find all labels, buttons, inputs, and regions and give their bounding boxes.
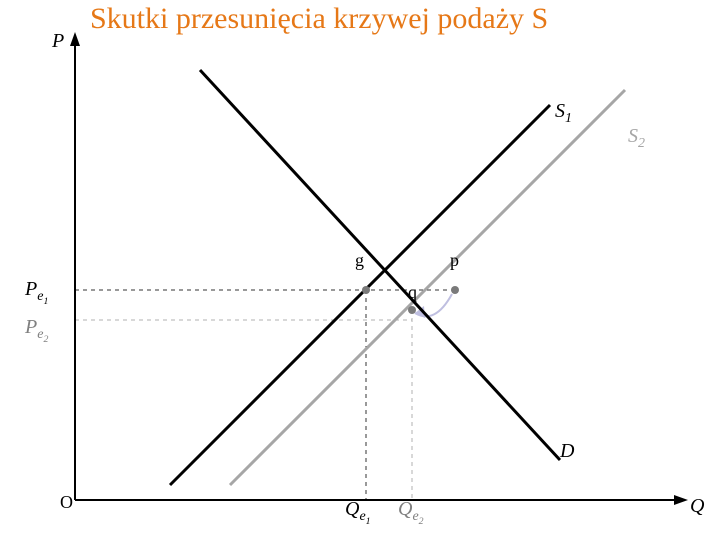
supply2-line	[230, 90, 625, 485]
qe1-sub2: 1	[366, 516, 371, 527]
qe1-pre: Q	[345, 498, 359, 520]
chart-title: Skutki przesunięcia krzywej podaży S	[90, 2, 548, 36]
pe1-pre: P	[25, 278, 37, 300]
point-g	[362, 286, 370, 294]
supply1-label-sub: 1	[565, 111, 572, 126]
qe1-label: Qe1	[345, 498, 371, 527]
qe2-pre: Q	[398, 498, 412, 520]
supply2-label: S2	[628, 125, 645, 152]
demand-label: D	[560, 440, 574, 463]
point-p	[451, 286, 459, 294]
x-axis-arrow	[674, 495, 688, 505]
pe1-label: Pe1	[25, 278, 48, 307]
y-axis-label: P	[52, 30, 64, 53]
supply1-line	[170, 105, 550, 485]
origin-label: O	[60, 492, 73, 513]
y-axis-arrow	[70, 32, 80, 46]
x-axis-label: Q	[690, 495, 704, 518]
pe2-label: Pe2	[25, 316, 48, 345]
supply1-label-text: S	[555, 100, 565, 122]
qe2-label: Qe2	[398, 498, 424, 527]
pe2-sub2: 2	[43, 334, 48, 345]
pe1-sub2: 1	[43, 296, 48, 307]
point-p-label: p	[450, 250, 459, 271]
supply1-label: S1	[555, 100, 572, 127]
point-g-label: g	[355, 250, 364, 271]
qe2-sub2: 2	[419, 516, 424, 527]
supply2-label-sub: 2	[638, 136, 645, 151]
pe2-pre: P	[25, 316, 37, 338]
diagram-canvas: Skutki przesunięcia krzywej podaży S P Q…	[0, 0, 720, 540]
supply2-label-text: S	[628, 125, 638, 147]
point-q	[408, 306, 416, 314]
point-q-label: q	[408, 282, 417, 303]
